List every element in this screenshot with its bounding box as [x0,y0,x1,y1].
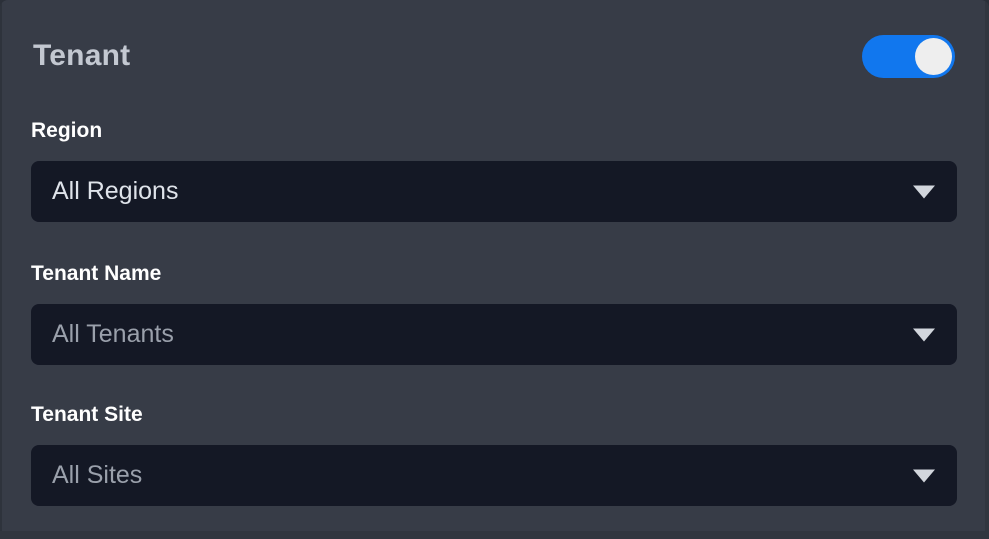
field-label-tenant-name: Tenant Name [31,262,162,285]
field-tenant-name: Tenant Name All Tenants [31,261,957,365]
toggle-knob [915,37,952,75]
tenant-site-select[interactable]: All Sites [31,445,957,506]
chevron-down-icon [913,469,935,482]
chevron-down-icon [913,328,935,341]
tenant-site-select-value: All Sites [52,463,143,488]
region-select-value: All Regions [52,179,179,204]
panel-header: Tenant [33,30,955,82]
field-region: Region All Regions [31,118,957,222]
field-label-region: Region [31,119,103,142]
field-tenant-site: Tenant Site All Sites [31,402,957,506]
region-select[interactable]: All Regions [31,161,957,222]
tenant-name-select-value: All Tenants [52,322,174,347]
page-title: Tenant [33,39,131,72]
tenant-name-select[interactable]: All Tenants [31,304,957,365]
tenant-enabled-toggle[interactable] [862,34,955,78]
panel-bottom-edge [0,531,989,539]
chevron-down-icon [913,185,935,198]
field-label-tenant-site: Tenant Site [31,403,143,426]
